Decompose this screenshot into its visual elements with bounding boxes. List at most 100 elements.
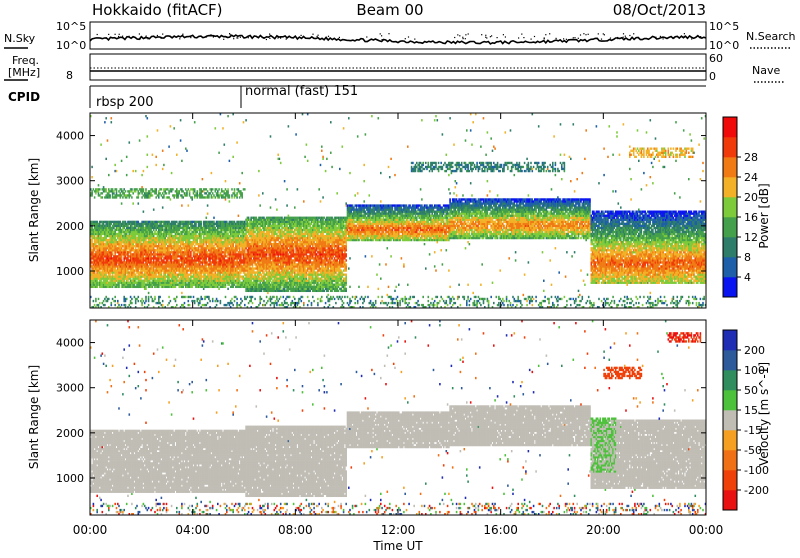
noise-search-point [240,37,241,38]
power-cell [104,304,106,306]
power-cell [123,280,125,282]
power-cell [112,298,114,300]
power-cell [114,267,116,269]
power-cell [123,188,125,190]
power-cell [132,243,134,245]
power-cell [93,300,95,302]
noise-search-point [146,36,147,37]
power-cell [105,188,107,190]
power-cell [140,241,142,243]
power-cell [112,286,114,288]
power-cell [114,164,116,166]
date-title: 08/Oct/2013 [613,1,706,19]
power-cell [138,300,140,302]
noise-search-point [534,36,535,37]
power-cell [103,300,105,302]
noise-left-tick-bottom: 10^0 [56,39,86,52]
power-cell [91,192,93,194]
power-cell [118,286,120,288]
noise-search-point [663,38,664,39]
noise-search-point [497,37,498,38]
power-cell [113,192,115,194]
radar-title: Hokkaido (fitACF) [92,1,223,19]
power-cell [108,188,110,190]
power-cell [111,302,113,304]
power-cell [93,251,95,253]
noise-search-point [266,39,267,40]
power-cell [116,263,118,265]
noise-search-point [405,38,406,39]
noise-search-point [490,36,491,37]
noise-search-point [230,34,231,35]
power-cell [138,296,140,298]
power-cell [91,194,93,196]
power-cell [135,235,137,237]
power-cell [113,190,115,192]
noise-search-point [115,34,116,35]
noise-search-point [457,34,458,35]
power-cell [123,227,125,229]
power-cell [105,296,107,298]
power-cell [114,231,116,233]
power-cell [145,286,147,288]
noise-search-point [463,38,464,39]
noise-search-point [233,38,234,39]
power-cell [109,274,111,276]
noise-search-point [210,34,211,35]
power-cell [105,237,107,239]
noise-search-point [108,34,109,35]
power-cell [134,296,136,298]
power-cell [99,194,101,196]
freq-label-line2: [MHz] [8,66,40,79]
power-cell [126,156,128,158]
noise-search-point [617,37,618,38]
noise-search-point [684,33,685,34]
noise-search-point [503,34,504,35]
noise-search-point [226,36,227,37]
power-cell [141,192,143,194]
noise-search-point [638,37,639,38]
noise-search-point [382,39,383,40]
power-cell [130,278,132,280]
noise-right-tick-bottom: 10^0 [709,39,739,52]
power-cell [121,255,123,257]
power-cell [116,188,118,190]
power-cell [135,280,137,282]
power-cell [95,298,97,300]
power-cell [113,227,115,229]
noise-search-point [601,39,602,40]
power-cell [102,302,104,304]
noise-search-point [269,34,270,35]
power-cell [149,196,151,198]
power-cell [114,282,116,284]
power-cell [143,190,145,192]
noise-sky-series [90,35,706,44]
noise-right-tick-top: 10^5 [709,20,739,33]
noise-search-point [229,33,230,34]
noise-search-point [213,36,214,37]
power-cell [148,265,150,267]
power-cell [135,190,137,192]
power-cell [100,235,102,237]
power-cell [91,241,93,243]
power-cell [120,227,122,229]
power-cell [135,247,137,249]
power-cell [138,196,140,198]
power-cell [94,235,96,237]
power-cell [102,196,104,198]
noise-search-point [692,37,693,38]
noise-search-point [521,34,522,35]
power-cell [145,298,147,300]
power-cell [136,298,138,300]
cpid-label: CPID [8,90,40,104]
power-cell [131,196,133,198]
power-cell [121,160,123,162]
power-cell [143,211,145,213]
power-cell [136,188,138,190]
power-cell [99,223,101,225]
noise-search-point [523,37,524,38]
power-cell [95,300,97,302]
power-cell [125,221,127,223]
power-cell [111,304,113,306]
power-cell [139,192,141,194]
